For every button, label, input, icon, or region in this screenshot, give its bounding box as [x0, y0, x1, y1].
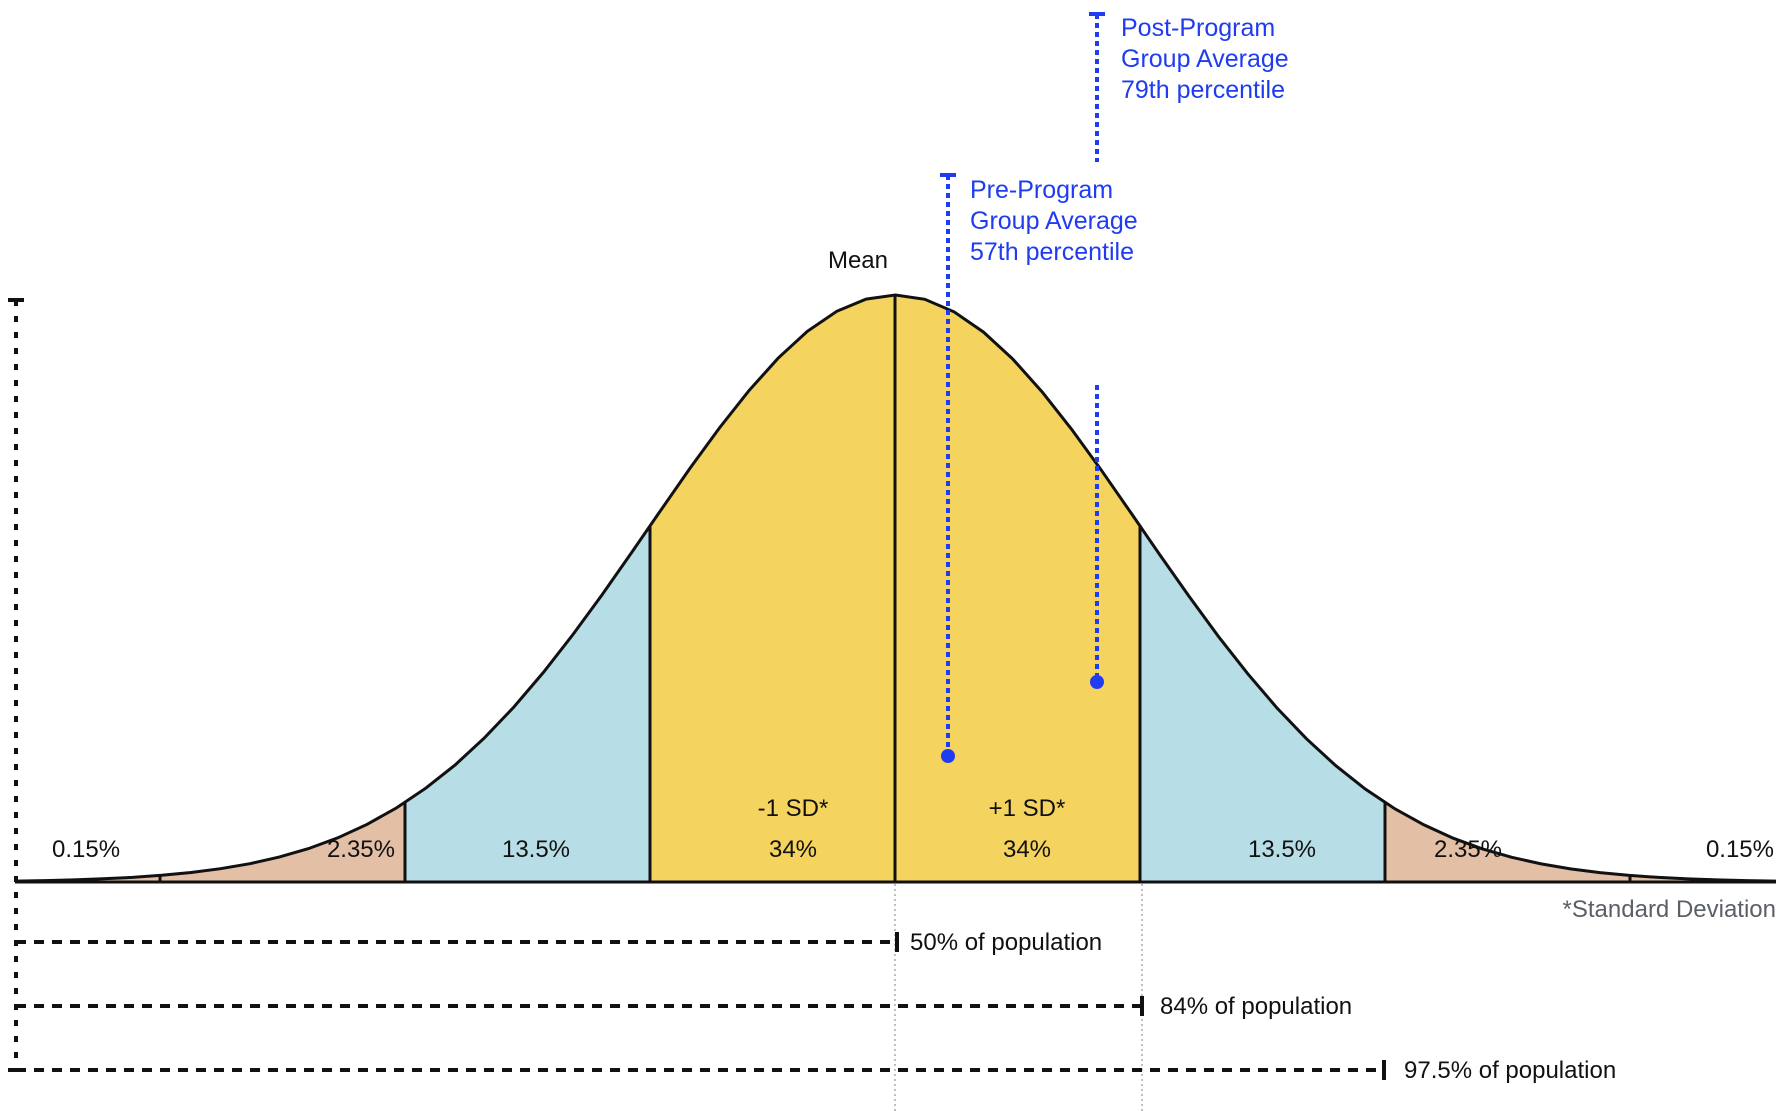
region-3	[650, 295, 895, 882]
label-minus2: 13.5%	[502, 836, 570, 863]
region-7	[1630, 875, 1776, 882]
post-program-marker: Post-Program Group Average 79th percenti…	[1089, 12, 1289, 689]
label-plus1-sd: +1 SD*	[989, 795, 1066, 822]
bracket-84-label: 84% of population	[1160, 993, 1352, 1020]
label-minus3: 2.35%	[327, 836, 395, 863]
region-6	[1385, 802, 1630, 882]
bracket-50-label: 50% of population	[910, 929, 1102, 956]
footnote: *Standard Deviation	[1563, 896, 1776, 923]
post-line-1: Post-Program	[1121, 14, 1275, 42]
pre-line-1: Pre-Program	[970, 176, 1113, 204]
label-minus1-sd: -1 SD*	[758, 795, 829, 822]
post-line-2: Group Average	[1121, 45, 1289, 73]
label-plus3: 2.35%	[1434, 836, 1502, 863]
label-plus1: 34%	[1003, 836, 1051, 863]
region-4	[895, 295, 1140, 882]
mean-label: Mean	[828, 247, 888, 274]
pre-line-3: 57th percentile	[970, 238, 1134, 266]
region-0	[15, 875, 160, 882]
pre-line-2: Group Average	[970, 207, 1138, 235]
label-minus1: 34%	[769, 836, 817, 863]
cumulative-brackets	[8, 298, 1386, 1080]
label-plus2: 13.5%	[1248, 836, 1316, 863]
region-1	[160, 802, 405, 882]
label-tail-left: 0.15%	[52, 836, 120, 863]
sd-dividers	[158, 295, 1632, 882]
label-tail-right: 0.15%	[1706, 836, 1774, 863]
bracket-975-label: 97.5% of population	[1404, 1057, 1616, 1084]
post-line-3: 79th percentile	[1121, 76, 1285, 104]
pre-program-marker: Pre-Program Group Average 57th percentil…	[940, 173, 1138, 763]
